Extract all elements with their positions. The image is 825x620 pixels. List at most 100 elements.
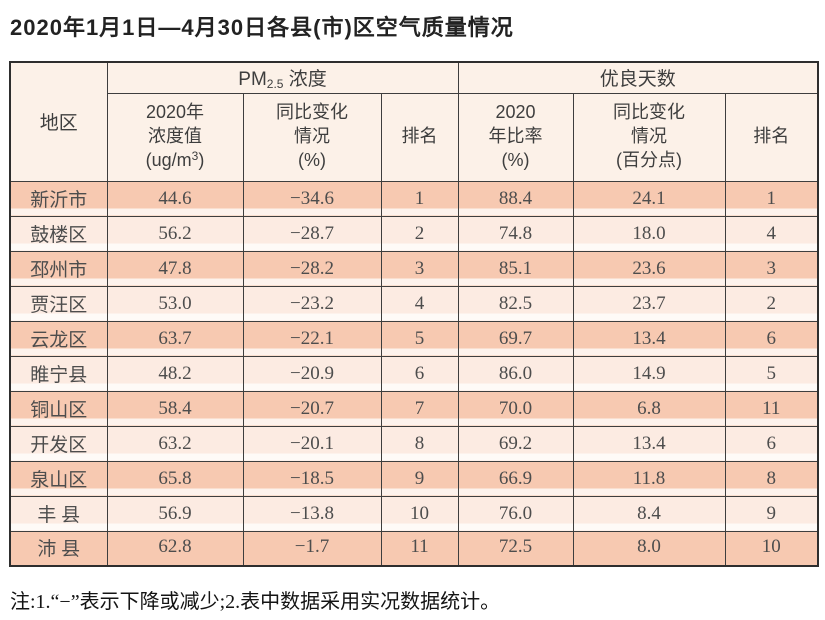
- page-title: 2020年1月1日—4月30日各县(市)区空气质量情况: [10, 15, 514, 40]
- pm25-change-cell: −28.7: [242, 215, 382, 252]
- header-row-sub: 2020年 浓度值 (ug/m3) 同比变化 情况 (%) 排名 2020 年比…: [10, 92, 819, 182]
- pm25-rank-cell: 11: [380, 530, 459, 567]
- table-row: 邳州市 47.8 −28.2 3 85.1 23.6 3: [9, 250, 819, 287]
- pm25-change-cell: −34.6: [242, 180, 382, 217]
- header-line: (%): [298, 149, 326, 170]
- pm25-value-cell: 44.6: [106, 180, 244, 217]
- table-row: 泉山区 65.8 −18.5 9 66.9 11.8 8: [9, 460, 819, 497]
- col-header-pm25-rank: 排名: [380, 92, 459, 182]
- pm25-rank-cell: 9: [380, 460, 459, 497]
- header-line: 浓度值: [148, 126, 202, 147]
- ratio-rank-cell: 6: [724, 425, 819, 462]
- region-cell: 贾汪区: [9, 285, 108, 322]
- ratio-change-cell: 13.4: [572, 425, 726, 462]
- ratio-value-cell: 72.5: [457, 530, 574, 567]
- ratio-value-cell: 70.0: [457, 390, 574, 427]
- ratio-rank-cell: 8: [724, 460, 819, 497]
- table-row: 鼓楼区 56.2 −28.7 2 74.8 18.0 4: [9, 215, 819, 252]
- ratio-change-cell: 11.8: [572, 460, 726, 497]
- pm25-value-cell: 63.7: [106, 320, 244, 357]
- ratio-change-cell: 18.0: [572, 215, 726, 252]
- unit-prefix: (ug/m: [145, 149, 192, 170]
- ratio-rank-cell: 9: [724, 495, 819, 532]
- ratio-value-cell: 86.0: [457, 355, 574, 392]
- unit-superscript: 3: [191, 148, 199, 163]
- pm25-change-cell: −22.1: [242, 320, 382, 357]
- ratio-change-cell: 8.4: [572, 495, 726, 532]
- pm25-change-cell: −23.2: [242, 285, 382, 322]
- table-row: 铜山区 58.4 −20.7 7 70.0 6.8 11: [9, 390, 819, 427]
- ratio-rank-cell: 1: [724, 180, 819, 217]
- ratio-value-cell: 74.8: [457, 215, 574, 252]
- ratio-change-cell: 6.8: [572, 390, 726, 427]
- header-line: (%): [501, 149, 530, 170]
- pm25-rank-cell: 10: [380, 495, 459, 532]
- pm25-value-cell: 48.2: [106, 355, 244, 392]
- ratio-change-cell: 23.7: [572, 285, 726, 322]
- header-row-groups: 地区 PM2.5 浓度 优良天数: [9, 61, 819, 182]
- region-cell: 铜山区: [9, 390, 108, 427]
- pm25-rank-cell: 6: [380, 355, 459, 392]
- ratio-value-cell: 88.4: [457, 180, 574, 217]
- table-row: 丰 县 56.9 −13.8 10 76.0 8.4 9: [9, 495, 819, 532]
- ratio-rank-cell: 6: [724, 320, 819, 357]
- region-cell: 云龙区: [9, 320, 108, 357]
- header-line: 情况: [294, 126, 330, 147]
- region-cell: 沛 县: [9, 530, 108, 567]
- pm25-value-cell: 62.8: [106, 530, 244, 567]
- pm25-change-cell: −20.7: [242, 390, 382, 427]
- ratio-value-cell: 69.2: [457, 425, 574, 462]
- table-header: 地区 PM2.5 浓度 优良天数 2020年 浓度值 (ug/m3) 同比变化 …: [9, 61, 819, 182]
- ratio-rank-cell: 10: [724, 530, 819, 567]
- ratio-value-cell: 85.1: [457, 250, 574, 287]
- header-line: 2020: [495, 102, 536, 123]
- pm25-value-cell: 53.0: [106, 285, 244, 322]
- header-line: 年比率: [488, 126, 543, 147]
- col-header-conc-change: 同比变化 情况 (%): [242, 92, 382, 182]
- col-header-concentration: 2020年 浓度值 (ug/m3): [106, 92, 244, 182]
- col-header-days-rank: 排名: [724, 92, 819, 182]
- pm25-label-suffix: 浓度: [283, 69, 327, 91]
- pm25-rank-cell: 5: [380, 320, 459, 357]
- unit-suffix: ): [198, 149, 205, 170]
- ratio-change-cell: 8.0: [572, 530, 726, 567]
- ratio-change-cell: 14.9: [572, 355, 726, 392]
- col-header-ratio-change: 同比变化 情况 (百分点): [572, 92, 726, 182]
- header-line: 2020年: [145, 102, 205, 123]
- pm25-rank-cell: 3: [380, 250, 459, 287]
- col-header-region: 地区: [9, 61, 108, 182]
- pm25-rank-cell: 2: [380, 215, 459, 252]
- pm25-label-prefix: PM: [238, 69, 267, 91]
- pm25-rank-cell: 1: [380, 180, 459, 217]
- pm25-change-cell: −18.5: [242, 460, 382, 497]
- header-line: (百分点): [616, 149, 683, 170]
- pm25-value-cell: 56.9: [106, 495, 244, 532]
- pm25-change-cell: −20.9: [242, 355, 382, 392]
- region-cell: 睢宁县: [9, 355, 108, 392]
- footnote: 注:1.“−”表示下降或减少;2.表中数据采用实况数据统计。: [10, 591, 501, 613]
- table-row: 贾汪区 53.0 −23.2 4 82.5 23.7 2: [9, 285, 819, 322]
- pm25-change-cell: −20.1: [242, 425, 382, 462]
- ratio-change-cell: 24.1: [572, 180, 726, 217]
- table-row: 睢宁县 48.2 −20.9 6 86.0 14.9 5: [9, 355, 819, 392]
- pm25-value-cell: 65.8: [106, 460, 244, 497]
- pm25-value-cell: 47.8: [106, 250, 244, 287]
- pm25-rank-cell: 7: [380, 390, 459, 427]
- pm25-change-cell: −1.7: [242, 530, 382, 567]
- region-cell: 新沂市: [9, 180, 108, 217]
- pm25-value-cell: 56.2: [106, 215, 244, 252]
- pm25-value-cell: 58.4: [106, 390, 244, 427]
- header-line: 同比变化: [276, 102, 348, 123]
- header-line: 情况: [631, 126, 668, 147]
- ratio-value-cell: 69.7: [457, 320, 574, 357]
- ratio-value-cell: 76.0: [457, 495, 574, 532]
- table-row: 开发区 63.2 −20.1 8 69.2 13.4 6: [9, 425, 819, 462]
- ratio-change-cell: 23.6: [572, 250, 726, 287]
- table-row: 云龙区 63.7 −22.1 5 69.7 13.4 6: [9, 320, 819, 357]
- pm25-value-cell: 63.2: [106, 425, 244, 462]
- table-body: 新沂市 44.6 −34.6 1 88.4 24.1 1 鼓楼区 56.2 −28.7 2 74.8 1…: [9, 180, 819, 567]
- ratio-change-cell: 13.4: [572, 320, 726, 357]
- col-group-good-days: 优良天数: [457, 61, 819, 94]
- ratio-rank-cell: 3: [724, 250, 819, 287]
